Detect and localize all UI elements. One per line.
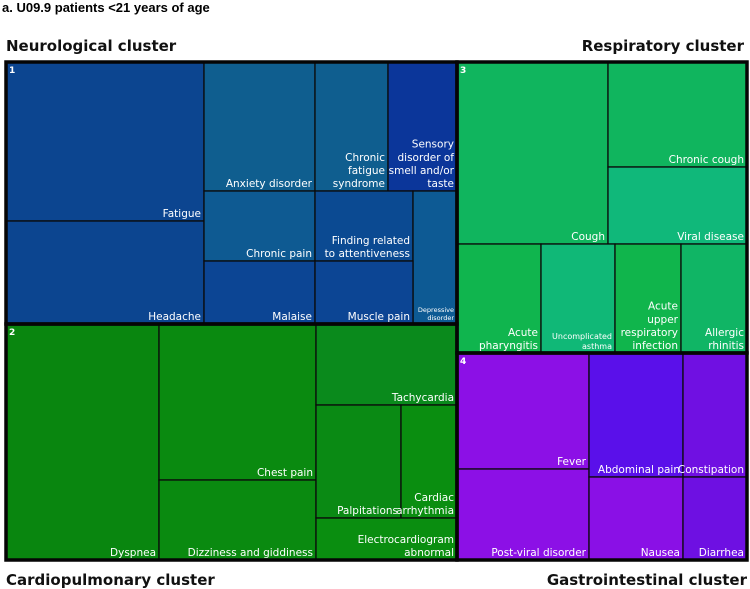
tile-label-electrocardiogram-abnormal-2: abnormal [404,547,454,559]
cardiopulmonary-cluster-title: Cardiopulmonary cluster [6,571,215,589]
tile-label-allergic-rhinitis-1: Allergic [705,327,744,339]
tile-label-palpitations: Palpitations [337,505,398,517]
tile-label-uncomplicated-asthma-1: Uncomplicated [552,332,612,341]
tile-diarrhea [682,476,748,561]
tile-malaise [203,260,316,325]
tile-label-fever: Fever [557,456,587,468]
tile-label-chronic-pain: Chronic pain [246,248,312,260]
tile-label-sensory-disorder-of-smell-and-or-taste-1: Sensory [412,139,454,151]
tile-dyspnea [5,323,160,561]
tile-label-muscle-pain: Muscle pain [348,311,410,323]
tile-label-chest-pain: Chest pain [257,467,313,479]
tile-label-cough: Cough [571,231,605,243]
tile-chronic-cough [607,61,748,168]
tile-abdominal-pain [588,352,684,478]
tile-muscle-pain [314,260,414,325]
tile-label-acute-upper-respiratory-infection-4: infection [632,340,678,352]
tile-fatigue [5,61,205,222]
tile-electrocardiogram-abnormal [315,517,458,561]
tile-uncomplicated-asthma [540,243,616,354]
tile-label-chronic-fatigue-syndrome-2: fatigue [348,165,385,177]
tile-finding-related-to-attentiveness [314,190,414,262]
tile-label-electrocardiogram-abnormal-1: Electrocardiogram [358,534,454,546]
cluster-number-2: 2 [9,328,15,338]
tile-label-cardiac-arrhythmia-1: Cardiac [414,492,454,504]
neurological-cluster-title: Neurological cluster [6,37,177,55]
tile-viral-disease [607,166,748,245]
tile-label-nausea: Nausea [641,547,680,559]
respiratory-cluster-title: Respiratory cluster [581,37,744,55]
tile-anxiety-disorder [203,61,316,192]
tile-label-acute-pharyngitis-1: Acute [508,327,538,339]
tile-label-chronic-cough: Chronic cough [669,154,744,166]
tile-fever [456,352,590,470]
tile-label-diarrhea: Diarrhea [699,547,744,559]
tile-label-acute-upper-respiratory-infection-2: upper [647,314,678,326]
tile-label-allergic-rhinitis-2: rhinitis [708,340,744,352]
cluster-number-3: 3 [460,66,466,76]
tile-label-post-viral-disorder: Post-viral disorder [491,547,586,559]
tile-label-depressive-disorder-1: Depressive [418,306,454,314]
tile-label-acute-pharyngitis-2: pharyngitis [479,340,538,352]
tile-cardiac-arrhythmia [400,404,458,519]
tile-headache [5,220,205,325]
tile-sensory-disorder-of-smell-and-or-taste [387,61,458,192]
tile-label-tachycardia: Tachycardia [391,392,454,404]
tile-label-malaise: Malaise [272,311,312,323]
tile-label-uncomplicated-asthma-2: asthma [582,342,612,351]
tile-label-constipation: Constipation [678,464,744,476]
tile-label-anxiety-disorder: Anxiety disorder [226,178,313,190]
figure-heading: a. U09.9 patients <21 years of age [2,0,210,15]
tile-palpitations [315,404,402,519]
tile-label-sensory-disorder-of-smell-and-or-taste-4: taste [427,178,454,190]
tile-constipation [682,352,748,478]
tile-label-finding-related-to-attentiveness-2: to attentiveness [325,248,410,260]
tile-label-chronic-fatigue-syndrome-1: Chronic [345,152,385,164]
tile-label-chronic-fatigue-syndrome-3: syndrome [333,178,385,190]
tile-depressive-disorder [412,190,458,325]
tile-label-sensory-disorder-of-smell-and-or-taste-2: disorder of [397,152,454,164]
tile-chest-pain [158,323,317,481]
tile-cough [456,61,609,245]
tile-label-depressive-disorder-2: disorder [427,314,454,322]
tile-label-headache: Headache [148,311,201,323]
tile-label-viral-disease: Viral disease [677,231,744,243]
tile-label-acute-upper-respiratory-infection-1: Acute [648,301,678,313]
tile-tachycardia [315,323,458,406]
tile-nausea [588,476,684,561]
tile-label-acute-upper-respiratory-infection-3: respiratory [621,327,678,339]
tile-label-finding-related-to-attentiveness-1: Finding related [332,235,410,247]
gastrointestinal-cluster-title: Gastrointestinal cluster [546,571,747,589]
cluster-number-1: 1 [9,66,15,76]
tile-label-dizziness-and-giddiness: Dizziness and giddiness [188,547,313,559]
cluster-number-4: 4 [460,357,466,367]
tile-label-fatigue: Fatigue [163,208,201,220]
tile-label-abdominal-pain: Abdominal pain [598,464,680,476]
tile-label-sensory-disorder-of-smell-and-or-taste-3: smell and/or [389,165,455,177]
tile-chronic-pain [203,190,316,262]
tile-label-dyspnea: Dyspnea [110,547,156,559]
cluster-outline-gastrointestinal-cluster [455,351,749,562]
tile-label-cardiac-arrhythmia-2: arrhythmia [396,505,454,517]
